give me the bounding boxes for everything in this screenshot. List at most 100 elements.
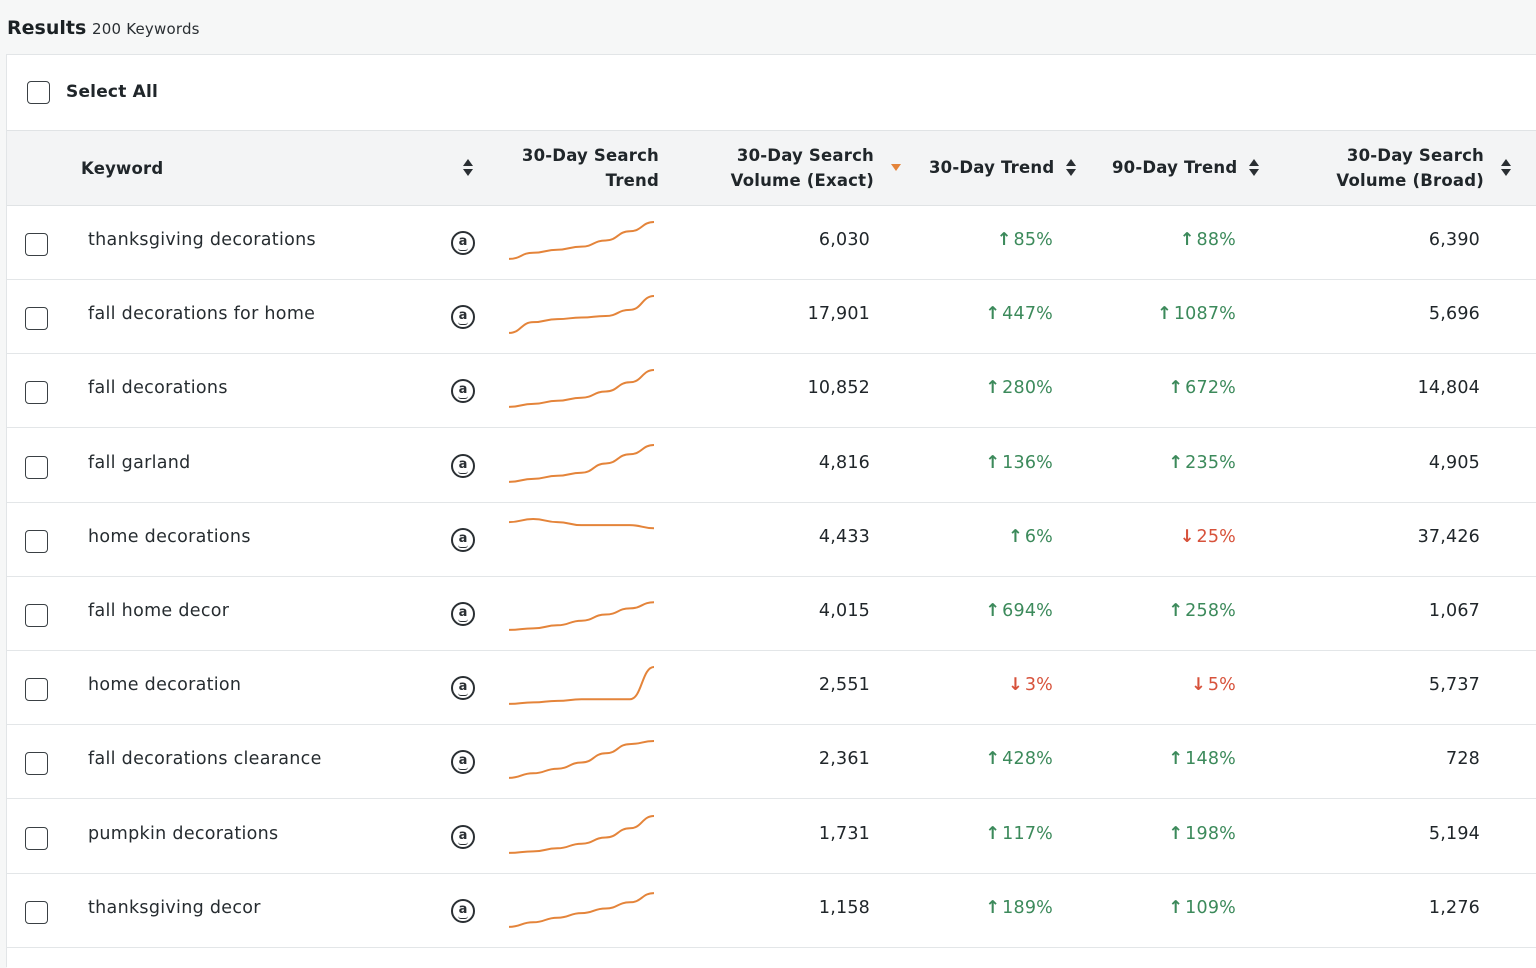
row-checkbox[interactable] xyxy=(25,529,48,553)
row-checkbox[interactable] xyxy=(25,307,48,331)
trend90-value: ↑ 258% xyxy=(1126,601,1236,621)
select-all-checkbox[interactable] xyxy=(27,81,50,104)
amazon-icon[interactable]: a xyxy=(451,527,475,552)
amazon-icon[interactable]: a xyxy=(451,379,475,404)
row-checkbox[interactable] xyxy=(25,900,48,924)
table-row[interactable]: thanksgiving decor a 1,158 ↑ 189% ↑ 109% 1,276 xyxy=(7,873,1536,948)
table-row[interactable]: fall decorations a 10,852 ↑ 280% ↑ 672% 14,804 xyxy=(7,354,1536,429)
row-checkbox[interactable] xyxy=(25,233,48,256)
volume-exact-value: 1,158 xyxy=(818,897,870,918)
keyword-text[interactable]: thanksgiving decor xyxy=(88,897,261,918)
keyword-text[interactable]: fall home decor xyxy=(88,601,230,621)
column-header-keyword[interactable]: Keyword xyxy=(81,156,163,181)
row-checkbox[interactable] xyxy=(25,604,48,627)
table-row[interactable]: pumpkin decorations a 1,731 ↑ 117% ↑ 198% 5,194 xyxy=(7,799,1536,874)
sort-trend90-icon[interactable] xyxy=(1249,159,1259,177)
keyword-text[interactable]: fall decorations xyxy=(88,378,228,399)
trend30-column-label: 30-Day Trend xyxy=(929,158,1055,177)
volume-broad-value: 5,737 xyxy=(1428,675,1480,696)
table-row[interactable]: home decorations a 4,433 ↑ 6% ↓ 25% 37,426 xyxy=(7,502,1536,577)
volume-exact-value: 10,852 xyxy=(807,378,870,399)
arrow-up-icon: ↑ xyxy=(1168,897,1184,918)
amazon-icon[interactable]: a xyxy=(451,453,475,478)
sparkline-path xyxy=(508,517,655,530)
results-title: Results xyxy=(7,17,87,39)
keyword-text[interactable]: thanksgiving decorations xyxy=(88,230,316,250)
arrow-up-icon: ↑ xyxy=(985,897,1001,918)
amazon-icon[interactable]: a xyxy=(451,231,475,255)
keyword-text[interactable]: home decorations xyxy=(88,526,251,547)
row-checkbox[interactable] xyxy=(25,826,48,850)
search-trend-label-line1: 30-Day Search xyxy=(521,146,659,165)
amazon-icon[interactable]: a xyxy=(451,676,475,701)
trend30-value: ↑ 136% xyxy=(943,453,1053,473)
sparkline-path xyxy=(508,221,655,260)
table-row[interactable]: fall home decor a 4,015 ↑ 694% ↑ 258% 1,067 xyxy=(7,577,1536,651)
trend90-value: ↑ 672% xyxy=(1126,378,1236,398)
row-checkbox[interactable] xyxy=(25,678,48,702)
trend90-percent: 25% xyxy=(1196,526,1236,547)
amazon-icon[interactable]: a xyxy=(451,602,475,626)
search-trend-sparkline xyxy=(508,814,655,854)
volume-broad-label-line2: Volume (Broad) xyxy=(1336,171,1484,190)
sparkline-path xyxy=(508,814,655,854)
volume-exact-label-line2: Volume (Exact) xyxy=(730,171,874,190)
amazon-icon[interactable]: a xyxy=(451,824,475,849)
column-header-trend90[interactable]: 90-Day Trend xyxy=(1112,155,1237,180)
table-row[interactable]: fall garland a 4,816 ↑ 136% ↑ 235% 4,905 xyxy=(7,428,1536,503)
table-header: Keyword 30-Day Search Trend 30-Day Searc… xyxy=(7,131,1536,206)
volume-broad-label-line1: 30-Day Search xyxy=(1346,146,1484,165)
keyword-text[interactable]: pumpkin decorations xyxy=(88,823,279,844)
keyword-text[interactable]: fall decorations clearance xyxy=(88,749,322,770)
sort-descending-active-icon[interactable] xyxy=(891,164,901,171)
volume-broad-value: 6,390 xyxy=(1428,230,1480,250)
trend30-percent: 3% xyxy=(1024,675,1053,696)
trend90-percent: 198% xyxy=(1185,823,1236,844)
table-row[interactable]: thanksgiving decorations a 6,030 ↑ 85% ↑ 88% 6,… xyxy=(7,206,1536,280)
amazon-icon[interactable]: a xyxy=(451,898,475,923)
trend90-value: ↑ 1087% xyxy=(1126,304,1236,324)
volume-broad-value: 4,905 xyxy=(1428,452,1480,473)
column-header-volume-exact[interactable]: 30-Day Search Volume (Exact) xyxy=(709,143,874,193)
column-header-trend30[interactable]: 30-Day Trend xyxy=(929,155,1054,180)
volume-broad-value: 728 xyxy=(1445,749,1480,770)
trend90-percent: 235% xyxy=(1185,452,1236,473)
sparkline-path xyxy=(508,601,655,631)
keyword-text[interactable]: fall decorations for home xyxy=(88,304,316,325)
keyword-text[interactable]: fall garland xyxy=(88,452,191,473)
keyword-results-panel: Select All Keyword 30-Day Search Trend 3… xyxy=(6,54,1536,968)
trend30-percent: 447% xyxy=(1002,304,1053,325)
arrow-up-icon: ↑ xyxy=(985,601,1001,621)
row-checkbox[interactable] xyxy=(25,381,48,405)
trend90-percent: 258% xyxy=(1185,601,1236,621)
table-row[interactable]: fall decorations clearance a 2,361 ↑ 428% ↑ 14… xyxy=(7,725,1536,800)
select-all-label[interactable]: Select All xyxy=(66,82,159,102)
trend30-percent: 694% xyxy=(1002,601,1053,621)
row-checkbox[interactable] xyxy=(25,752,48,776)
results-header: Results 200 Keywords xyxy=(0,0,1536,54)
sort-volume-broad-icon[interactable] xyxy=(1501,159,1511,177)
arrow-up-icon: ↑ xyxy=(996,230,1012,250)
trend90-percent: 5% xyxy=(1207,675,1236,696)
volume-exact-value: 4,433 xyxy=(818,526,870,547)
sort-trend30-icon[interactable] xyxy=(1066,159,1076,177)
trend90-value: ↑ 198% xyxy=(1126,824,1236,844)
volume-broad-value: 1,067 xyxy=(1428,601,1480,621)
volume-exact-value: 2,551 xyxy=(818,675,870,696)
search-trend-sparkline xyxy=(508,891,655,928)
trend90-value: ↑ 148% xyxy=(1126,749,1236,769)
trend30-percent: 280% xyxy=(1002,378,1053,399)
table-row[interactable]: home decoration a 2,551 ↓ 3% ↓ 5% 5,737 xyxy=(7,651,1536,726)
column-header-volume-broad[interactable]: 30-Day Search Volume (Broad) xyxy=(1319,143,1484,193)
row-checkbox[interactable] xyxy=(25,455,48,479)
sort-keyword-icon[interactable] xyxy=(463,159,473,177)
amazon-icon[interactable]: a xyxy=(451,750,475,775)
keyword-text[interactable]: home decoration xyxy=(88,675,242,696)
table-row[interactable]: fall decorations for home a 17,901 ↑ 447% ↑ 10… xyxy=(7,280,1536,355)
amazon-icon[interactable]: a xyxy=(451,305,475,330)
arrow-up-icon: ↑ xyxy=(985,823,1001,844)
trend30-percent: 136% xyxy=(1002,452,1053,473)
trend30-percent: 85% xyxy=(1013,230,1053,250)
sparkline-path xyxy=(508,666,655,706)
volume-broad-value: 37,426 xyxy=(1417,526,1480,547)
